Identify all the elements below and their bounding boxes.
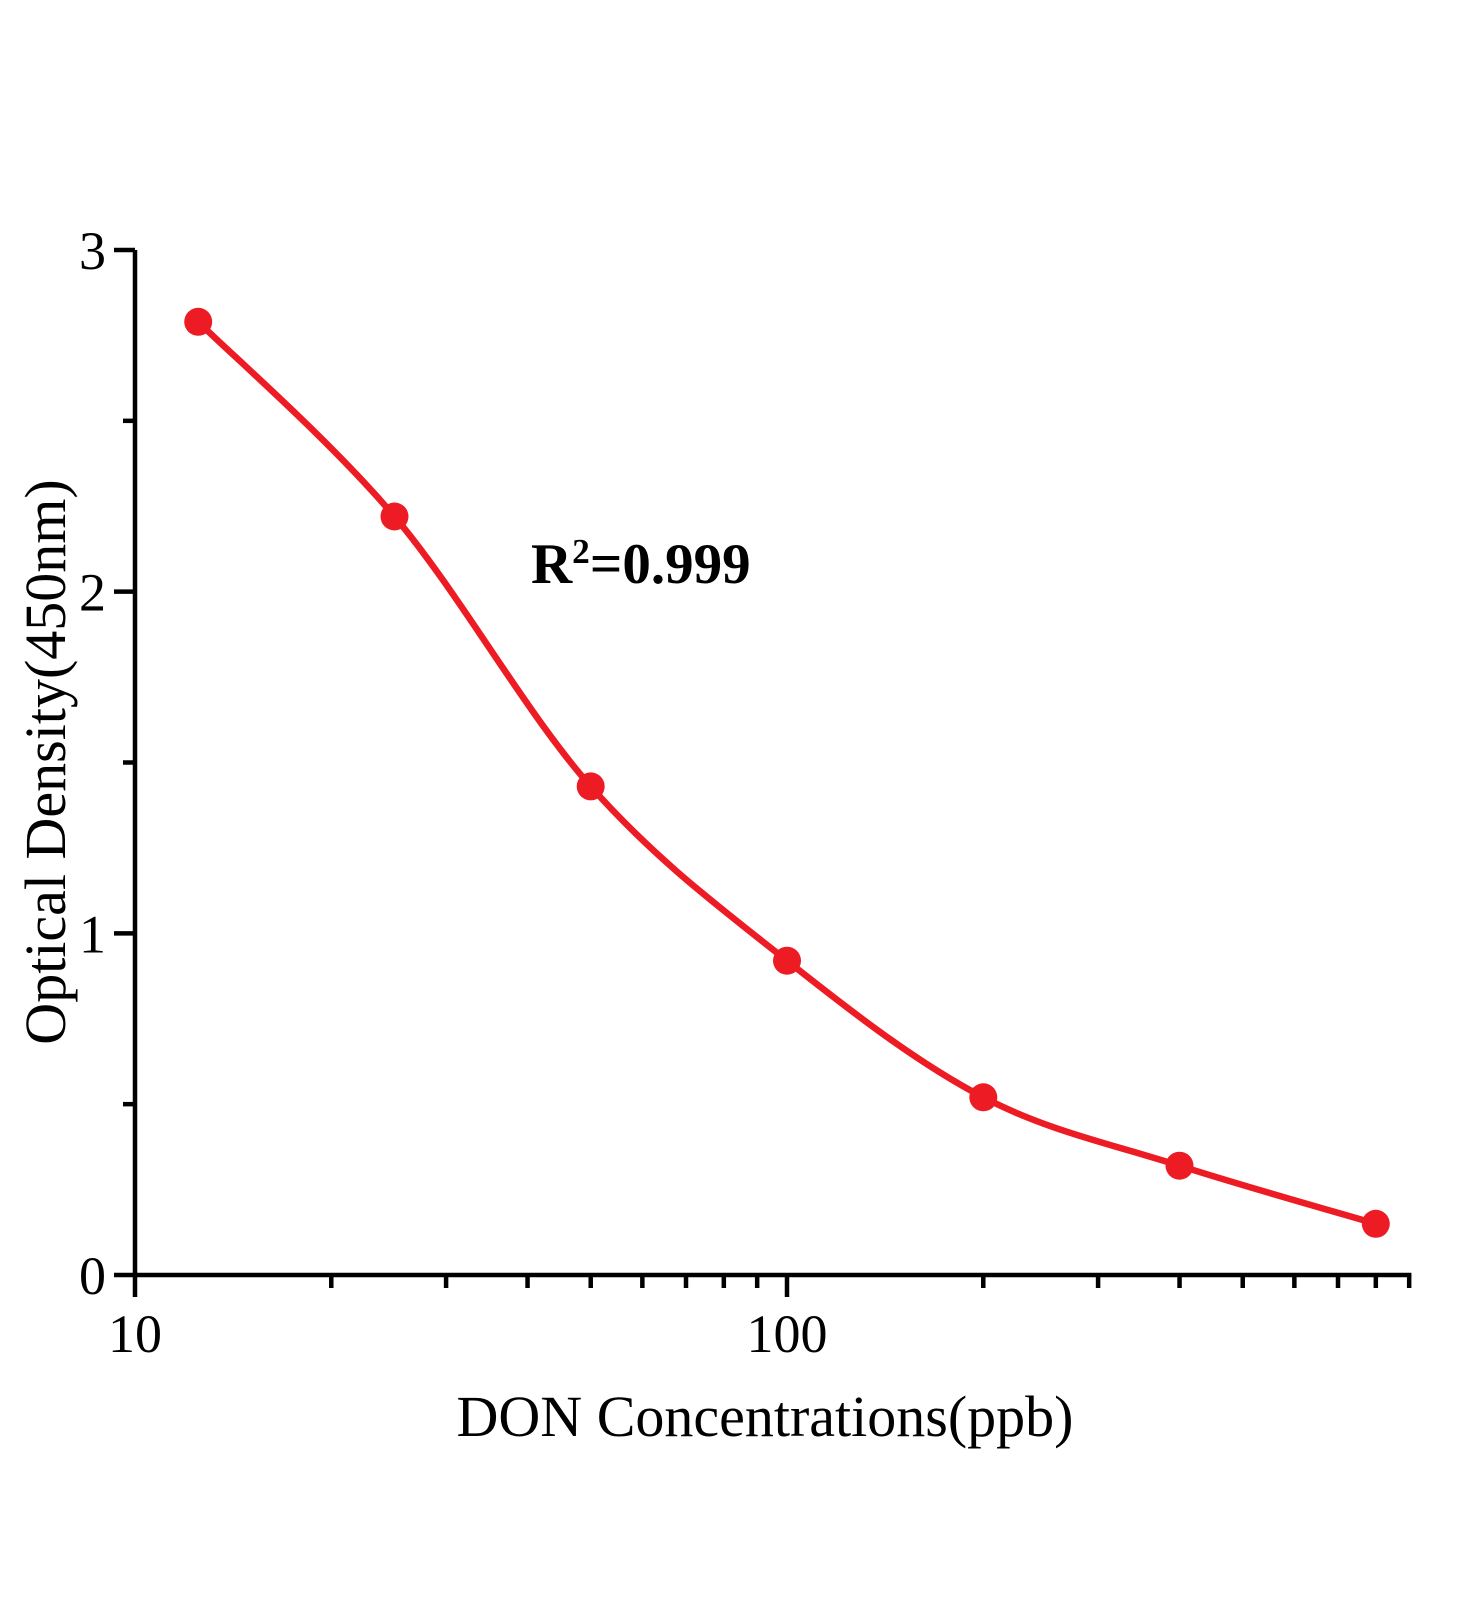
data-point-dot [969,1083,998,1112]
r-squared-exponent: 2 [572,532,590,571]
r-squared-annotation: R2=0.999 [531,533,751,596]
data-point-dot [184,307,213,336]
x-tick-label: 100 [747,1304,828,1364]
data-point-dot [576,772,605,801]
y-tick-label: 3 [79,221,106,281]
x-tick-label: 10 [108,1304,162,1364]
x-axis-title: DON Concentrations(ppb) [456,1384,1074,1449]
y-tick-label: 2 [79,563,106,623]
y-axis-title: Optical Density(450nm) [13,479,78,1045]
r-squared-value: =0.999 [589,533,751,596]
y-tick-label: 1 [79,904,106,964]
r-squared-base: R [531,533,573,596]
data-point-dot [773,946,801,975]
data-point-dot [1165,1151,1194,1180]
fit-curve [194,318,1380,1228]
data-point-dot [380,502,409,531]
data-point-dot [1361,1209,1390,1238]
y-tick-label: 0 [79,1246,106,1306]
